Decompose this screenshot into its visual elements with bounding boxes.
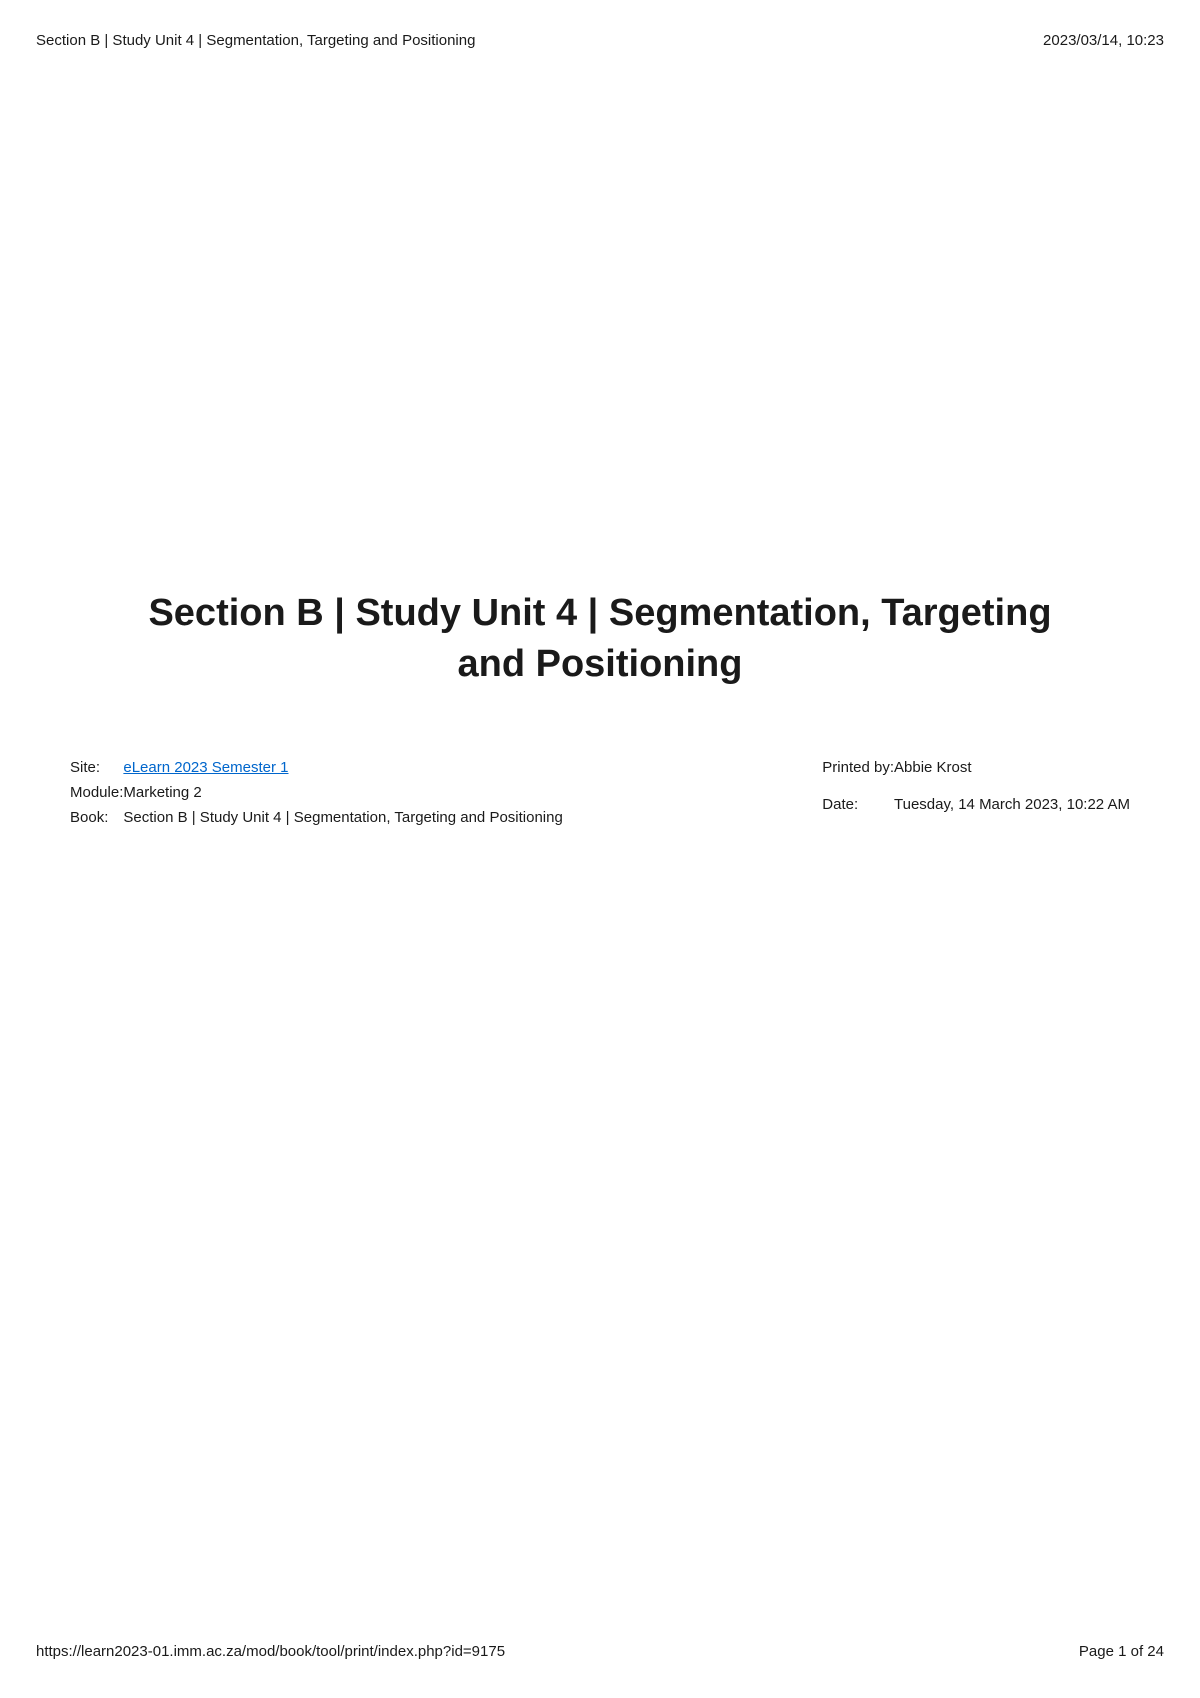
site-link[interactable]: eLearn 2023 Semester 1 — [123, 759, 288, 776]
meta-row-printed-by: Printed by: Abbie Krost — [822, 755, 1130, 793]
footer-url: https://learn2023-01.imm.ac.za/mod/book/… — [36, 1643, 505, 1660]
date-label: Date: — [822, 792, 894, 830]
meta-row-module: Module: Marketing 2 — [70, 780, 563, 805]
page-header: Section B | Study Unit 4 | Segmentation,… — [0, 0, 1200, 49]
book-value: Section B | Study Unit 4 | Segmentation,… — [123, 805, 562, 830]
module-value: Marketing 2 — [123, 780, 562, 805]
metadata-left-table: Site: eLearn 2023 Semester 1 Module: Mar… — [70, 755, 563, 830]
page-title: Section B | Study Unit 4 | Segmentation,… — [120, 588, 1080, 691]
main-content: Section B | Study Unit 4 | Segmentation,… — [0, 588, 1200, 830]
page-footer: https://learn2023-01.imm.ac.za/mod/book/… — [36, 1643, 1164, 1660]
date-value: Tuesday, 14 March 2023, 10:22 AM — [894, 792, 1130, 830]
site-value: eLearn 2023 Semester 1 — [123, 755, 562, 780]
meta-row-site: Site: eLearn 2023 Semester 1 — [70, 755, 563, 780]
module-label: Module: — [70, 780, 123, 805]
header-timestamp: 2023/03/14, 10:23 — [1043, 32, 1164, 49]
book-label: Book: — [70, 805, 123, 830]
meta-row-book: Book: Section B | Study Unit 4 | Segment… — [70, 805, 563, 830]
header-title: Section B | Study Unit 4 | Segmentation,… — [36, 32, 475, 49]
meta-row-date: Date: Tuesday, 14 March 2023, 10:22 AM — [822, 792, 1130, 830]
site-label: Site: — [70, 755, 123, 780]
footer-page-indicator: Page 1 of 24 — [1079, 1643, 1164, 1660]
printed-by-label: Printed by: — [822, 755, 894, 793]
metadata-right-table: Printed by: Abbie Krost Date: Tuesday, 1… — [822, 755, 1130, 830]
printed-by-value: Abbie Krost — [894, 755, 1130, 793]
metadata-row: Site: eLearn 2023 Semester 1 Module: Mar… — [70, 755, 1130, 830]
